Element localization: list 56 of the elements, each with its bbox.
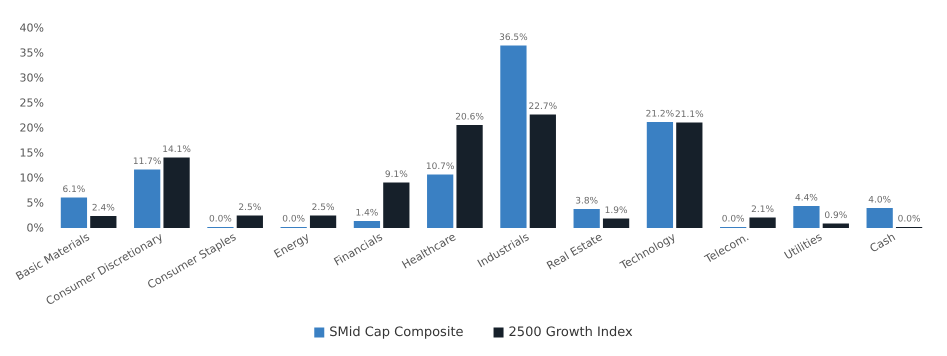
bar <box>354 221 380 228</box>
data-label: 36.5% <box>499 33 528 43</box>
data-label: 6.1% <box>62 185 86 195</box>
bar <box>866 208 893 228</box>
bar <box>60 198 88 228</box>
bar <box>676 122 702 228</box>
bar <box>574 209 600 228</box>
data-label: 10.7% <box>426 162 455 172</box>
data-label: 3.8% <box>575 196 599 206</box>
bar <box>90 216 116 228</box>
legend-label: SMid Cap Composite <box>329 325 464 340</box>
bar <box>163 158 190 228</box>
data-label: 4.0% <box>868 196 892 206</box>
bar <box>500 46 527 228</box>
y-tick-label: 20% <box>20 122 44 134</box>
legend-label: 2500 Growth Index <box>508 325 634 340</box>
data-label: 11.7% <box>132 157 162 167</box>
data-label: 21.1% <box>675 110 704 120</box>
bar <box>456 125 483 228</box>
bar <box>383 182 410 228</box>
y-tick-label: 0% <box>26 222 44 234</box>
y-tick-label: 5% <box>26 196 44 210</box>
bar <box>530 114 556 228</box>
data-label: 9.1% <box>384 170 408 180</box>
data-label: 0.0% <box>208 214 232 224</box>
y-tick-label: 35% <box>20 46 44 60</box>
data-label: 0.0% <box>898 214 921 224</box>
bar <box>236 216 263 228</box>
bar <box>749 218 776 228</box>
y-tick-label: 15% <box>20 146 44 160</box>
data-label: 2.4% <box>92 204 116 214</box>
data-label: 22.7% <box>528 102 558 112</box>
data-label: 1.9% <box>604 206 628 216</box>
bar <box>793 206 820 228</box>
data-label: 4.4% <box>794 194 818 204</box>
bar <box>646 122 674 228</box>
data-label: 2.1% <box>751 205 774 215</box>
data-label: 0.9% <box>824 211 848 221</box>
bar <box>427 174 454 228</box>
data-label: 1.4% <box>355 208 379 218</box>
bar <box>822 224 849 228</box>
data-label: 0.0% <box>722 214 746 224</box>
data-label: 2.5% <box>238 203 262 213</box>
y-tick-label: 25% <box>20 96 44 110</box>
data-label: 21.2% <box>646 110 675 120</box>
y-tick-label: 10% <box>20 172 44 184</box>
y-tick-label: 30% <box>20 72 44 84</box>
bar <box>310 216 336 228</box>
bar <box>602 218 630 228</box>
data-label: 0.0% <box>282 214 306 224</box>
data-label: 20.6% <box>455 112 484 122</box>
data-label: 14.1% <box>162 145 192 155</box>
bar <box>134 170 160 228</box>
data-label: 2.5% <box>312 203 335 213</box>
y-tick-label: 40% <box>20 22 44 34</box>
x-tick-label: Cash <box>868 230 898 256</box>
